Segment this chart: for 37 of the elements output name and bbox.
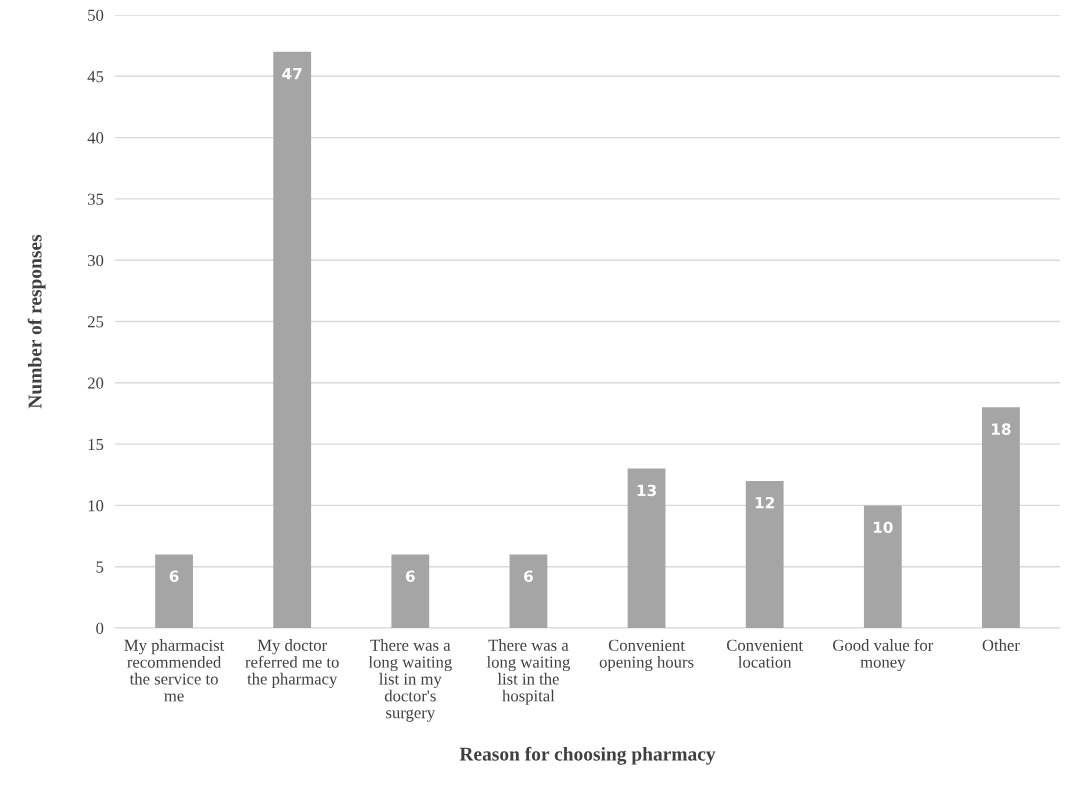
- bar: [273, 51, 312, 628]
- y-tick-label: 15: [88, 438, 104, 451]
- bar: [982, 407, 1020, 628]
- bar: [155, 554, 193, 628]
- data-label: 6: [405, 570, 415, 583]
- data-label: 47: [282, 68, 302, 80]
- x-tick-label: There was a long waiting list in my doctor's surgery: [368, 639, 452, 722]
- bar: [391, 554, 430, 628]
- y-tick-label: 20: [87, 377, 104, 389]
- y-tick-label: 25: [87, 316, 104, 328]
- y-tick-label: 5: [96, 561, 104, 573]
- data-label: 18: [992, 423, 1011, 435]
- data-label: 6: [524, 570, 533, 583]
- x-axis-title: Reason for choosing pharmacy: [459, 746, 716, 765]
- x-tick-label: My doctor referred me to the pharmacy: [245, 639, 339, 689]
- x-tick-label: Convenient location: [726, 639, 804, 668]
- y-axis-title: Number of responses: [27, 234, 46, 409]
- y-tick-label: 40: [87, 132, 104, 144]
- x-tick-label: There was a long waiting list in the hospital: [486, 639, 571, 705]
- x-tick-label: Good value for money: [833, 638, 934, 672]
- bar: [745, 480, 784, 628]
- y-tick-label: 10: [88, 500, 104, 512]
- x-tick-label: Convenient opening hours: [599, 639, 694, 672]
- data-label: 10: [873, 521, 893, 533]
- data-label: 6: [169, 570, 179, 583]
- data-label: 13: [637, 484, 656, 497]
- y-tick-label: 45: [87, 71, 104, 83]
- y-tick-label: 35: [88, 193, 104, 205]
- data-label: 12: [755, 496, 774, 509]
- x-tick-label: Other: [982, 639, 1020, 651]
- y-tick-label: 0: [96, 622, 104, 634]
- x-tick-label: My pharmacist recommended the service to me: [124, 639, 225, 702]
- y-tick-label: 50: [88, 9, 104, 21]
- y-tick-label: 30: [88, 254, 104, 267]
- bar: [509, 554, 548, 628]
- bar: [863, 505, 902, 628]
- bar: [627, 468, 666, 628]
